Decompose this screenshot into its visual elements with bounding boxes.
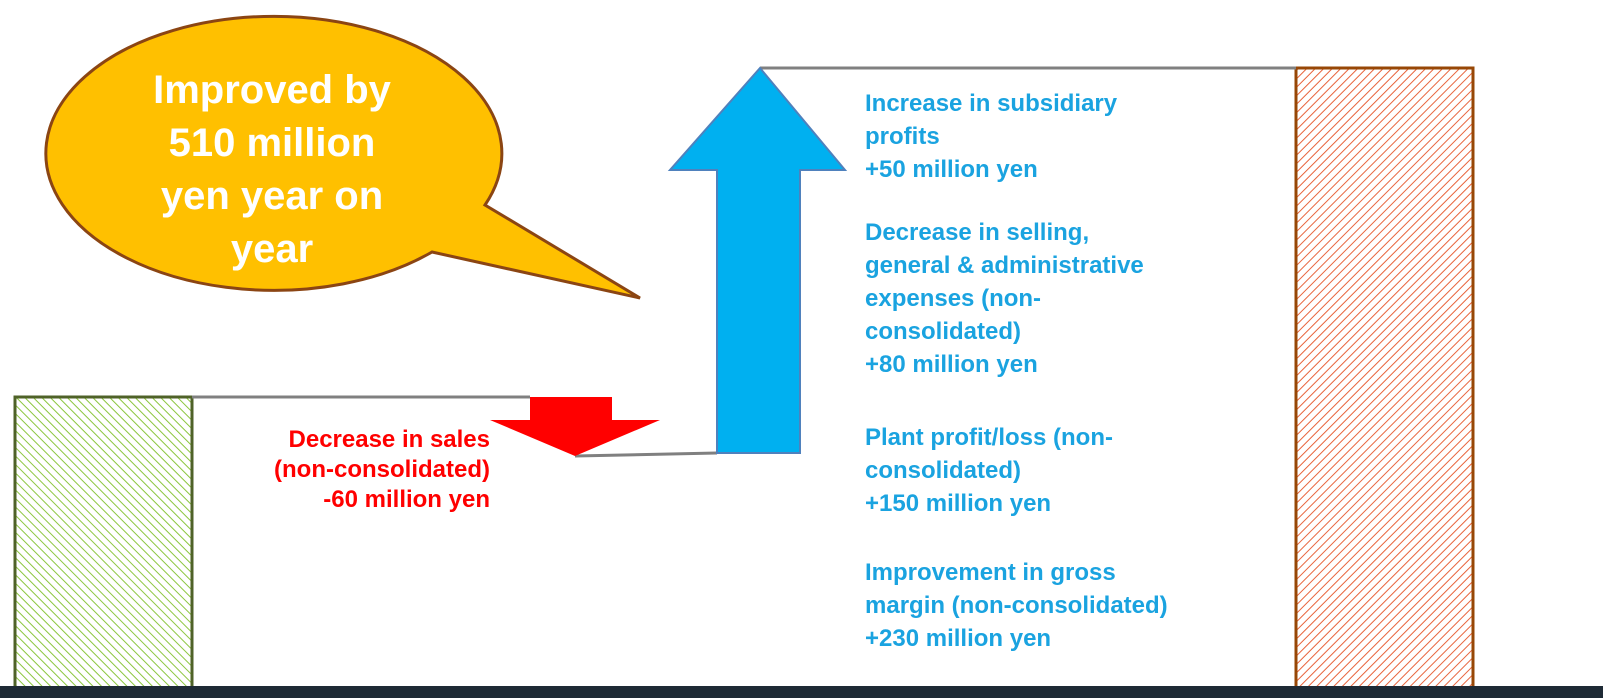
text-line: Improvement in gross: [865, 559, 1116, 586]
connector: [574, 451, 718, 458]
text-line: year: [231, 227, 313, 271]
decrease-label: Decrease in sales (non-consolidated) -60 m…: [274, 426, 490, 513]
text-line: profits: [865, 123, 940, 150]
text-line: +80 million yen: [865, 351, 1038, 378]
increase-label: Decrease in selling, general & administra…: [865, 219, 1144, 378]
bottom-strip: [0, 686, 1603, 698]
text-line: +230 million yen: [865, 625, 1051, 652]
up-arrow: [667, 66, 848, 454]
text-line: general & administrative: [865, 252, 1144, 279]
text-line: -60 million yen: [323, 486, 490, 513]
text-line: Increase in subsidiary: [865, 90, 1118, 117]
text-line: Plant profit/loss (non-: [865, 424, 1113, 451]
increase-label: Improvement in gross margin (non-consolid…: [865, 559, 1168, 652]
text-line: yen year on: [161, 174, 383, 218]
text-line: 510 million: [169, 121, 376, 165]
increase-label: Increase in subsidiary profits +50 million…: [865, 90, 1118, 183]
callout-text: Improved by 510 million yen year on year: [153, 68, 392, 271]
text-line: Improved by: [153, 68, 392, 112]
text-line: consolidated): [865, 318, 1021, 345]
down-arrow: [490, 397, 660, 456]
callout-bubble: [44, 14, 641, 300]
text-line: expenses (non-: [865, 285, 1041, 312]
start-bar: [13, 395, 194, 698]
increase-label: Plant profit/loss (non-consolidated) +150…: [865, 424, 1113, 517]
text-line: (non-consolidated): [274, 456, 490, 483]
text-line: margin (non-consolidated): [865, 592, 1168, 619]
text-line: +50 million yen: [865, 156, 1038, 183]
text-line: +150 million yen: [865, 490, 1051, 517]
end-bar: [1294, 66, 1475, 698]
text-line: Decrease in selling,: [865, 219, 1089, 246]
text-line: consolidated): [865, 457, 1021, 484]
text-line: Decrease in sales: [289, 426, 490, 453]
